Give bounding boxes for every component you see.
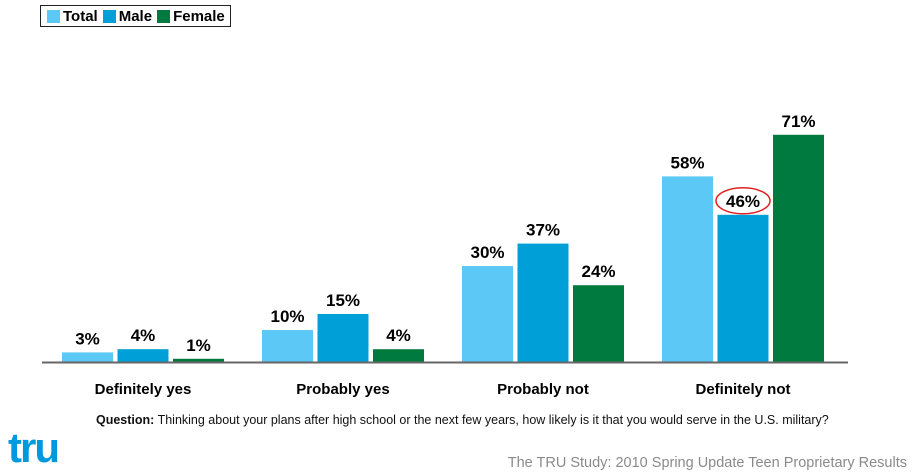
highlight-circle bbox=[715, 187, 771, 215]
data-label-male-0: 4% bbox=[131, 326, 156, 345]
data-label-female-1: 4% bbox=[386, 326, 411, 345]
chart-legend: Total Male Female bbox=[40, 5, 231, 27]
category-label-1: Probably yes bbox=[296, 381, 389, 398]
legend-swatch bbox=[157, 9, 171, 23]
data-label-female-3: 71% bbox=[781, 112, 815, 131]
bar-male-0 bbox=[117, 349, 169, 362]
category-label-2: Probably not bbox=[497, 381, 589, 398]
bar-male-1 bbox=[317, 314, 369, 362]
data-label-total-1: 10% bbox=[270, 307, 304, 326]
bar-total-3 bbox=[662, 176, 713, 362]
question-prefix: Question: bbox=[96, 413, 155, 427]
legend-label: Female bbox=[173, 7, 225, 25]
legend-item-female: Female bbox=[157, 8, 225, 25]
legend-label: Total bbox=[63, 7, 98, 25]
bar-female-3 bbox=[773, 134, 824, 362]
data-label-male-2: 37% bbox=[526, 221, 560, 240]
bar-male-2 bbox=[517, 243, 569, 362]
bar-total-1 bbox=[262, 330, 313, 362]
legend-swatch bbox=[47, 9, 60, 23]
legend-label: Male bbox=[118, 7, 153, 25]
bar-female-2 bbox=[573, 285, 624, 362]
data-label-female-2: 24% bbox=[581, 262, 615, 281]
category-label-3: Definitely not bbox=[695, 381, 790, 398]
bar-total-2 bbox=[462, 266, 513, 362]
legend-swatch bbox=[102, 9, 116, 23]
bar-chart: 3% 4% 1% Definitely yes 10% 15% 4% Probably yes… bbox=[42, 112, 848, 398]
question-note: Question: Thinking about your plans afte… bbox=[96, 413, 836, 427]
footer-source: The TRU Study: 2010 Spring Update Teen P… bbox=[507, 455, 907, 471]
data-label-male-3: 46% bbox=[726, 192, 760, 211]
bar-female-1 bbox=[373, 349, 424, 362]
legend-item-male: Male bbox=[102, 7, 153, 25]
bar-female-0 bbox=[173, 358, 224, 362]
bar-male-3 bbox=[717, 214, 769, 362]
data-label-total-3: 58% bbox=[670, 153, 704, 172]
data-label-total-2: 30% bbox=[470, 243, 504, 262]
legend-item-total: Total bbox=[47, 8, 98, 25]
tru-logo: tru bbox=[8, 424, 60, 471]
data-label-total-0: 3% bbox=[75, 329, 100, 348]
data-label-female-0: 1% bbox=[186, 336, 211, 355]
bar-total-0 bbox=[62, 352, 113, 362]
data-label-male-1: 15% bbox=[326, 291, 360, 310]
question-text: Thinking about your plans after high sch… bbox=[154, 413, 829, 427]
category-label-0: Definitely yes bbox=[95, 381, 192, 398]
